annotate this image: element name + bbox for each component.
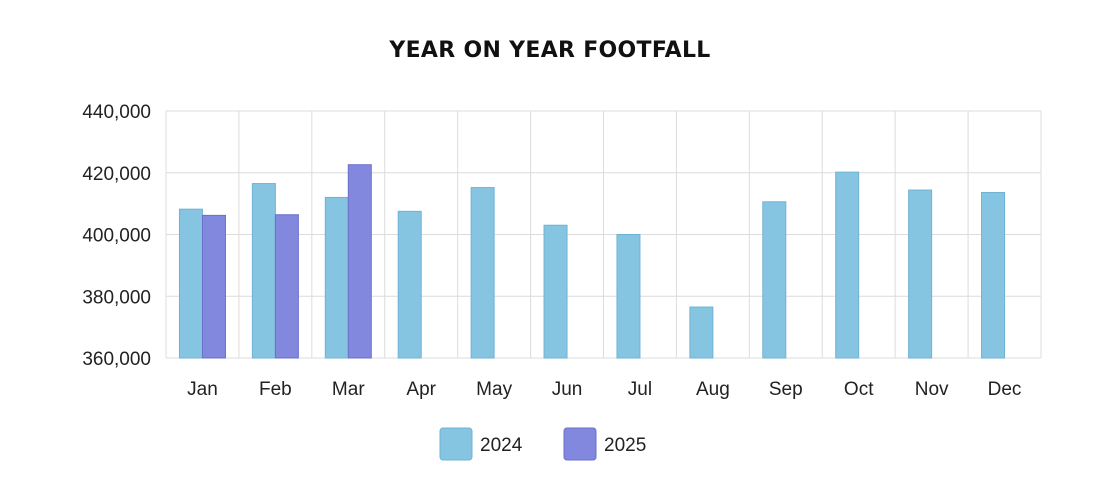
bar-2025-mar: [347, 164, 372, 359]
bar-2024-jun: [543, 224, 568, 359]
grid-lines: [165, 110, 1042, 359]
x-tick-label-oct: Oct: [844, 379, 874, 400]
x-tick-label-jun: Jun: [552, 379, 583, 400]
x-tick-label-nov: Nov: [915, 379, 949, 400]
y-tick-label: 360,000: [82, 349, 151, 370]
y-tick-label: 400,000: [82, 226, 151, 247]
bar-2024-oct: [835, 171, 860, 359]
chart-title: YEAR ON YEAR FOOTFALL: [389, 38, 711, 63]
bar-2024-apr: [397, 210, 422, 359]
bar-2024-mar: [324, 196, 349, 359]
bar-2024-dec: [981, 192, 1006, 359]
bar-2024-jul: [616, 234, 641, 359]
legend: 2024 2025: [439, 427, 646, 461]
bars: [178, 164, 1006, 359]
y-axis-ticks: 360,000 380,000 400,000 420,000 440,000: [82, 102, 151, 370]
x-tick-label-jan: Jan: [187, 379, 218, 400]
bar-2024-aug: [689, 306, 714, 359]
legend-swatch-2025: [563, 427, 597, 461]
legend-label-2025: 2025: [604, 435, 646, 456]
bar-2024-jan: [178, 208, 203, 359]
x-tick-label-sep: Sep: [769, 379, 803, 400]
bar-2024-sep: [762, 201, 787, 359]
x-tick-label-jul: Jul: [628, 379, 652, 400]
x-tick-label-apr: Apr: [406, 379, 436, 400]
bar-2024-may: [470, 187, 495, 359]
x-axis-ticks: Jan Feb Mar Apr May Jun Jul Aug Sep Oct Nov Dec: [187, 379, 1021, 400]
x-tick-label-may: May: [476, 379, 512, 400]
bar-2025-jan: [201, 214, 226, 359]
x-tick-label-dec: Dec: [988, 379, 1022, 400]
legend-label-2024: 2024: [480, 435, 523, 456]
x-tick-label-mar: Mar: [332, 379, 365, 400]
bar-2024-feb: [251, 183, 276, 359]
y-tick-label: 420,000: [82, 164, 151, 185]
x-tick-label-feb: Feb: [259, 379, 292, 400]
bar-2025-feb: [274, 214, 299, 359]
x-tick-label-aug: Aug: [696, 379, 730, 400]
y-tick-label: 440,000: [82, 102, 151, 123]
y-tick-label: 380,000: [82, 287, 151, 308]
bar-2024-nov: [908, 189, 933, 359]
legend-swatch-2024: [439, 427, 473, 461]
